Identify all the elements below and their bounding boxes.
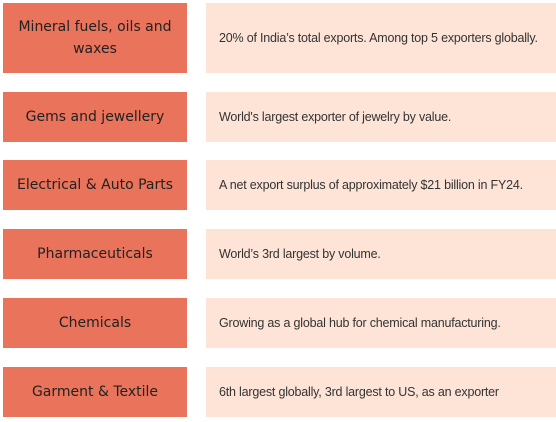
row-chemicals: Chemicals Growing as a global hub for ch…: [0, 298, 556, 348]
category-description: World’s 3rd largest by volume.: [206, 229, 556, 279]
row-mineral-fuels: Mineral fuels, oils and waxes 20% of Ind…: [0, 3, 556, 73]
category-label: Chemicals: [3, 298, 187, 348]
category-description: 6th largest globally, 3rd largest to US,…: [206, 367, 556, 417]
row-electrical-auto-parts: Electrical & Auto Parts A net export sur…: [0, 160, 556, 210]
row-pharmaceuticals: Pharmaceuticals World’s 3rd largest by v…: [0, 229, 556, 279]
row-gems-jewellery: Gems and jewellery World's largest expor…: [0, 92, 556, 142]
category-description: A net export surplus of approximately $2…: [206, 160, 556, 210]
category-label: Garment & Textile: [3, 367, 187, 417]
category-description: Growing as a global hub for chemical man…: [206, 298, 556, 348]
row-garment-textile: Garment & Textile 6th largest globally, …: [0, 367, 556, 417]
category-label: Electrical & Auto Parts: [3, 160, 187, 210]
category-label: Pharmaceuticals: [3, 229, 187, 279]
category-description: World's largest exporter of jewelry by v…: [206, 92, 556, 142]
category-label: Mineral fuels, oils and waxes: [3, 3, 187, 73]
category-label: Gems and jewellery: [3, 92, 187, 142]
category-description: 20% of India’s total exports. Among top …: [206, 3, 556, 73]
